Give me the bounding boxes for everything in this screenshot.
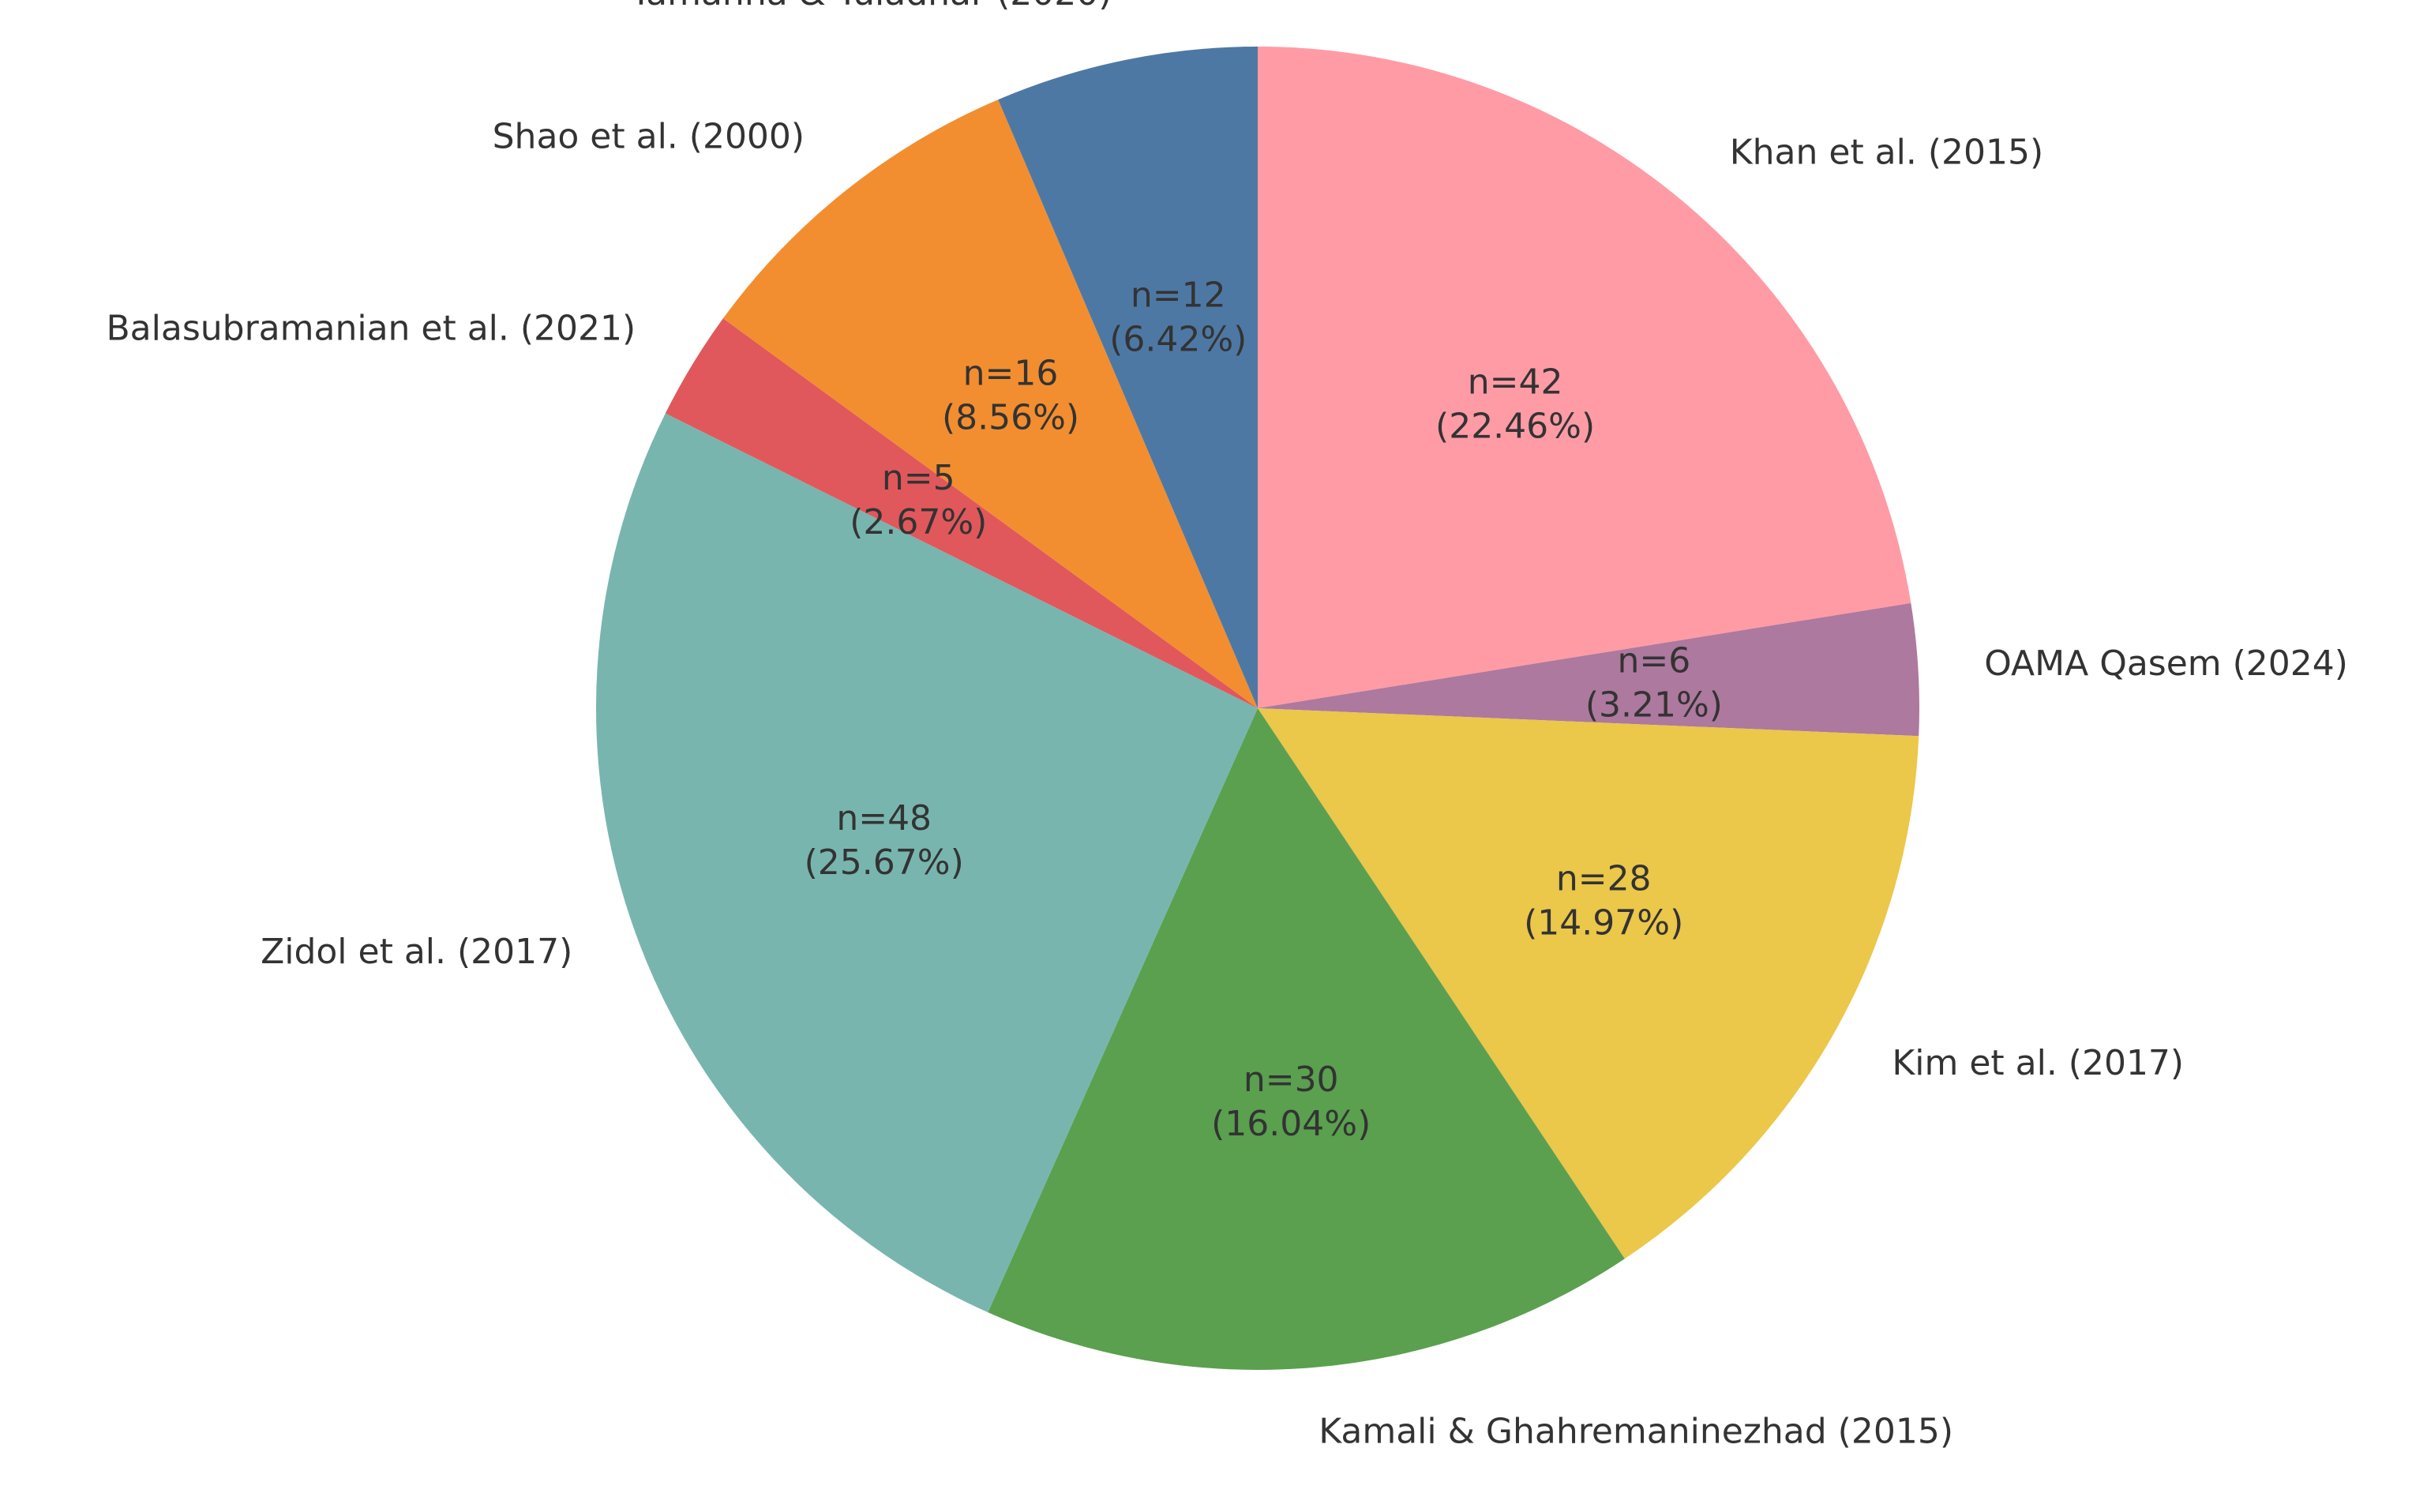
slice-label-kim-et-al-2017: Kim et al. (2017) <box>1892 1043 2184 1083</box>
slice-percent-label: (16.04%) <box>1211 1104 1371 1144</box>
slice-count-label: n=30 <box>1244 1060 1339 1100</box>
slice-count-label: n=5 <box>882 458 955 498</box>
pie-slice-kim-et-al-2017 <box>1258 708 1919 1259</box>
slice-label-balasubramanian-et-al-2021: Balasubramanian et al. (2021) <box>107 308 636 348</box>
slice-count-label: n=42 <box>1468 362 1563 402</box>
pie-slice-khan-et-al-2015 <box>1258 47 1911 708</box>
slice-percent-label: (8.56%) <box>942 398 1079 438</box>
pie-slice-oama-qasem-2024 <box>1258 602 1919 737</box>
slice-count-label: n=16 <box>963 354 1059 394</box>
outer-labels-layer: Khan et al. (2015) OAMA Qasem (2024) Kim e… <box>107 0 2348 1452</box>
slice-label-shao-et-al-2000: Shao et al. (2000) <box>493 117 805 157</box>
pie-slice-kamali-ghahremaninezhad-2015 <box>988 708 1625 1371</box>
slice-count-label: n=28 <box>1556 859 1652 899</box>
pie-slice-tamanna-tuladhar-2020 <box>998 47 1258 708</box>
slice-count-label: n=12 <box>1131 275 1226 315</box>
slice-label-khan-et-al-2015: Khan et al. (2015) <box>1730 132 2043 172</box>
slice-label-tamanna-tuladhar-2020: Tamanna & Tuladhar (2020) <box>630 0 1112 13</box>
slice-percent-label: (2.67%) <box>850 502 987 542</box>
slices-layer <box>595 47 1919 1371</box>
pie-slice-shao-et-al-2000 <box>722 99 1258 708</box>
slice-percent-label: (6.42%) <box>1109 319 1247 359</box>
slice-count-label: n=48 <box>836 798 932 839</box>
slice-percent-label: (22.46%) <box>1435 406 1595 446</box>
inner-labels-layer: n=42(22.46%) n=6(3.21%) n=28(14.97%) n=30(1… <box>805 275 1723 1144</box>
slice-percent-label: (3.21%) <box>1585 685 1723 726</box>
slice-percent-label: (14.97%) <box>1524 903 1683 944</box>
slice-label-zidol-et-al-2017: Zidol et al. (2017) <box>261 932 572 972</box>
slice-percent-label: (25.67%) <box>805 842 964 883</box>
pie-slice-zidol-et-al-2017 <box>595 413 1258 1313</box>
slice-count-label: n=6 <box>1618 641 1691 681</box>
slice-label-oama-qasem-2024: OAMA Qasem (2024) <box>1984 643 2348 684</box>
pie-slice-balasubramanian-et-al-2021 <box>665 318 1258 708</box>
slice-label-kamali-ghahremaninezhad-2015: Kamali & Ghahremaninezhad (2015) <box>1319 1412 1953 1452</box>
